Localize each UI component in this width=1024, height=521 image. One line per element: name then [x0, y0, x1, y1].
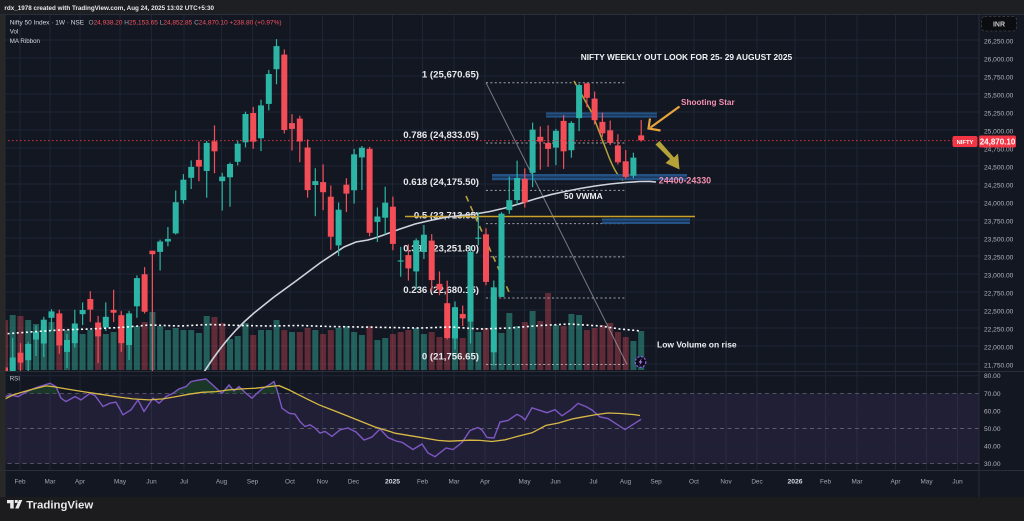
svg-text:22,250.00: 22,250.00	[984, 326, 1014, 333]
svg-text:0 (21,756.65): 0 (21,756.65)	[422, 351, 479, 362]
svg-text:Jun: Jun	[146, 479, 157, 486]
svg-text:Mar: Mar	[851, 479, 863, 486]
svg-text:Feb: Feb	[417, 479, 428, 486]
svg-text:24,250.00: 24,250.00	[984, 182, 1014, 189]
svg-text:RSI: RSI	[10, 375, 21, 382]
svg-text:60.00: 60.00	[984, 408, 1001, 415]
svg-text:Apr: Apr	[75, 479, 86, 486]
svg-text:25,500.00: 25,500.00	[984, 92, 1014, 99]
svg-text:22,500.00: 22,500.00	[984, 308, 1014, 315]
svg-text:24,000.00: 24,000.00	[984, 200, 1014, 207]
svg-text:TradingView: TradingView	[26, 500, 93, 512]
svg-text:23,750.00: 23,750.00	[984, 218, 1014, 225]
svg-text:Oct: Oct	[285, 479, 295, 486]
svg-text:24400-24330: 24400-24330	[659, 176, 711, 186]
svg-text:25,000.00: 25,000.00	[984, 128, 1014, 135]
svg-text:Nifty 50 Index · 1W · NSE: Nifty 50 Index · 1W · NSE	[10, 19, 85, 26]
svg-text:Jul: Jul	[180, 479, 188, 486]
svg-text:May: May	[920, 479, 933, 486]
svg-text:23,500.00: 23,500.00	[984, 236, 1014, 243]
svg-text:Feb: Feb	[820, 479, 831, 486]
svg-text:2026: 2026	[787, 479, 802, 486]
svg-text:Nov: Nov	[317, 479, 329, 486]
svg-text:Dec: Dec	[348, 479, 360, 486]
svg-text:30.00: 30.00	[984, 461, 1001, 468]
svg-text:0.618 (24,175.50): 0.618 (24,175.50)	[403, 177, 479, 188]
svg-text:Sep: Sep	[247, 479, 259, 486]
svg-text:Jul: Jul	[589, 479, 597, 486]
svg-text:50 VWMA: 50 VWMA	[564, 191, 603, 201]
svg-text:Low Volume on rise: Low Volume on rise	[657, 339, 737, 349]
svg-text:May: May	[114, 479, 127, 486]
svg-text:0.236 (22,680.15): 0.236 (22,680.15)	[403, 285, 479, 296]
svg-text:Sep: Sep	[650, 479, 662, 486]
svg-text:22,750.00: 22,750.00	[984, 290, 1014, 297]
svg-text:2025: 2025	[385, 479, 400, 486]
svg-text:23,000.00: 23,000.00	[984, 272, 1014, 279]
svg-text:22,000.00: 22,000.00	[984, 344, 1014, 351]
svg-text:Shooting Star: Shooting Star	[681, 98, 735, 107]
svg-text:26,250.00: 26,250.00	[984, 38, 1014, 45]
svg-text:50.00: 50.00	[984, 426, 1001, 433]
svg-text:NIFTY WEEKLY OUT LOOK FOR 25-: NIFTY WEEKLY OUT LOOK FOR 25- 29 AUGUST …	[581, 52, 793, 62]
svg-text:May: May	[518, 479, 531, 486]
svg-text:80.00: 80.00	[984, 373, 1001, 380]
svg-text:Oct: Oct	[689, 479, 699, 486]
svg-text:Mar: Mar	[44, 479, 56, 486]
svg-text:25,750.00: 25,750.00	[984, 74, 1014, 81]
svg-text:24,500.00: 24,500.00	[984, 164, 1014, 171]
svg-text:Nov: Nov	[720, 479, 732, 486]
svg-text:25,250.00: 25,250.00	[984, 110, 1014, 117]
svg-text:21,750.00: 21,750.00	[984, 362, 1014, 369]
svg-text:24,750.00: 24,750.00	[984, 146, 1014, 153]
svg-text:70.00: 70.00	[984, 391, 1001, 398]
svg-text:Jun: Jun	[952, 479, 963, 486]
svg-text:rdx_1978 created with TradingV: rdx_1978 created with TradingView.com, A…	[4, 5, 214, 12]
svg-text:Vol: Vol	[10, 29, 19, 36]
svg-text:NIFTY: NIFTY	[957, 140, 974, 146]
svg-text:24,870.10: 24,870.10	[980, 137, 1016, 146]
svg-text:40.00: 40.00	[984, 444, 1001, 451]
svg-text:0.786 (24,833.05): 0.786 (24,833.05)	[403, 130, 479, 141]
svg-text:Mar: Mar	[448, 479, 460, 486]
svg-text:Apr: Apr	[891, 479, 902, 486]
svg-text:O24,938.20 H25,153.65 L24,85: O24,938.20 H25,153.65 L24,852.85 C24,870…	[89, 19, 282, 26]
svg-text:Dec: Dec	[751, 479, 763, 486]
svg-text:Jun: Jun	[550, 479, 561, 486]
svg-text:INR: INR	[993, 22, 1005, 29]
svg-text:1 (25,670.65): 1 (25,670.65)	[422, 70, 479, 81]
svg-text:23,250.00: 23,250.00	[984, 254, 1014, 261]
svg-text:MA Ribbon: MA Ribbon	[10, 38, 41, 45]
svg-text:0.382 (23,251.80): 0.382 (23,251.80)	[403, 244, 479, 255]
svg-text:Aug: Aug	[620, 479, 632, 486]
svg-text:26,000.00: 26,000.00	[984, 56, 1014, 63]
svg-text:Feb: Feb	[14, 479, 25, 486]
svg-text:Aug: Aug	[216, 479, 228, 486]
svg-text:Apr: Apr	[480, 479, 491, 486]
